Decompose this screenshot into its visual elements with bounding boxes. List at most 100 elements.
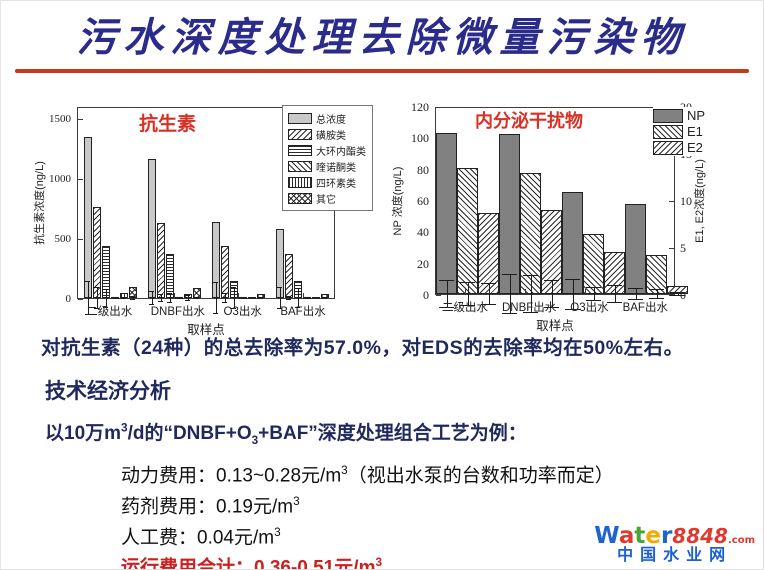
error-bar-stem <box>488 282 490 306</box>
y-tick-label-right: 5 <box>680 241 686 255</box>
error-bar-cap <box>148 304 155 306</box>
y-tick-mark-right <box>669 201 674 202</box>
legend-swatch <box>652 140 683 155</box>
cost-lines: 动力费用：0.13~0.28元/m3（视出水泵的台数和功率而定） 药剂费用：0.1… <box>121 458 614 570</box>
bar <box>499 134 520 294</box>
error-bar-stem <box>656 289 658 299</box>
error-bar-stem <box>196 296 198 300</box>
y-tick-label: 100 <box>411 131 429 146</box>
x-axis-label: 取样点 <box>187 323 225 337</box>
bar <box>541 210 562 294</box>
legend-item: 四环素类 <box>288 175 366 190</box>
y-tick-label: 1000 <box>49 173 71 185</box>
error-bar-cap <box>523 275 538 277</box>
bar-wrapper <box>520 173 541 313</box>
error-bar-cap <box>120 296 127 298</box>
error-bar-cap <box>257 297 264 299</box>
bar <box>220 245 229 298</box>
legend-swatch <box>652 124 683 139</box>
error-bar <box>276 286 284 310</box>
legend-item: E2 <box>652 140 705 155</box>
bar <box>247 297 256 299</box>
error-bar-cap <box>221 302 228 304</box>
bar <box>92 206 101 298</box>
y-tick-mark <box>436 295 441 296</box>
error-bar <box>184 294 192 302</box>
x-tick-mark <box>585 289 586 294</box>
text-part: 药剂费用：0.19元/m <box>121 496 294 518</box>
cost-line: 运行费用合计：0.36-0.51元/m3 <box>121 550 614 570</box>
bar <box>625 204 646 294</box>
text-part: 3 <box>293 494 300 508</box>
legend-item: 总浓度 <box>288 111 366 126</box>
x-tick-mark <box>238 293 240 298</box>
text-part: /d的“DNBF+O <box>127 423 252 444</box>
bar-wrapper <box>147 159 156 306</box>
error-bar-cap <box>84 313 91 315</box>
y-tick-label: 40 <box>417 225 429 240</box>
page-title: 污水深度处理去除微量污染物 <box>76 14 688 61</box>
bar-wrapper <box>436 132 457 308</box>
error-bar-cap <box>607 284 622 286</box>
y-axis-label: NP 浓度(ng/L) <box>392 166 404 236</box>
error-bar-cap <box>565 308 580 310</box>
error-bar-stem <box>279 286 281 310</box>
error-bar-cap <box>523 311 538 313</box>
error-bar <box>93 287 101 309</box>
title-underline <box>15 69 749 73</box>
error-bar-cap <box>166 301 173 303</box>
error-bar-cap <box>184 300 191 302</box>
bar-wrapper <box>247 297 256 299</box>
error-bar <box>583 286 604 302</box>
text-part: 动力费用：0.13~0.28元/m <box>121 465 342 487</box>
error-bar-cap <box>285 299 292 301</box>
error-bar-stem <box>530 275 532 313</box>
bar <box>520 173 541 294</box>
error-bar-stem <box>614 284 616 304</box>
error-bar-stem <box>467 281 469 307</box>
y-tick-label: 120 <box>411 100 429 114</box>
bar-wrapper <box>128 287 137 300</box>
bar-wrapper <box>320 294 329 299</box>
x-tick-mark <box>109 293 111 298</box>
error-bar-stem <box>297 287 299 309</box>
bar-wrapper <box>211 222 220 315</box>
error-bar-stem <box>635 287 637 301</box>
bar-wrapper <box>293 281 302 309</box>
legend-label: 大环内酯类 <box>316 147 366 158</box>
brand-letter: W <box>594 523 619 550</box>
error-bar <box>604 284 625 304</box>
error-bar <box>457 281 478 307</box>
y-tick-label: 60 <box>417 194 429 208</box>
y-axis-label-right: E1, E2浓度(ng/L) <box>694 159 706 243</box>
error-bar-cap <box>221 292 228 294</box>
error-bar-cap <box>257 297 264 299</box>
bar <box>311 297 320 299</box>
text-part: 3 <box>251 433 259 447</box>
bar <box>174 296 183 299</box>
error-bar-cap <box>607 302 622 304</box>
bar-wrapper <box>583 233 604 302</box>
bar <box>156 222 165 298</box>
legend-swatch <box>652 108 683 123</box>
error-bar <box>321 297 329 299</box>
error-bar-cap <box>649 289 664 291</box>
y-tick-mark <box>436 107 441 108</box>
x-tick-mark <box>645 289 646 294</box>
error-bar <box>148 290 156 306</box>
error-bar-cap <box>212 281 219 283</box>
error-bar-cap <box>129 296 136 298</box>
error-bar <box>102 288 110 308</box>
legend-label: 喹诺酮类 <box>316 163 356 174</box>
error-bar-stem <box>677 292 679 296</box>
error-bar-cap <box>276 308 283 310</box>
error-bar-cap <box>628 299 643 301</box>
text-part: 3 <box>375 556 383 570</box>
error-bar-cap <box>276 286 283 288</box>
x-tick-label: DNBF出水 <box>150 306 206 318</box>
bar-group <box>275 229 329 310</box>
x-axis-label: 取样点 <box>536 319 574 333</box>
error-bar-cap <box>102 288 109 290</box>
error-bar-stem <box>187 294 189 302</box>
